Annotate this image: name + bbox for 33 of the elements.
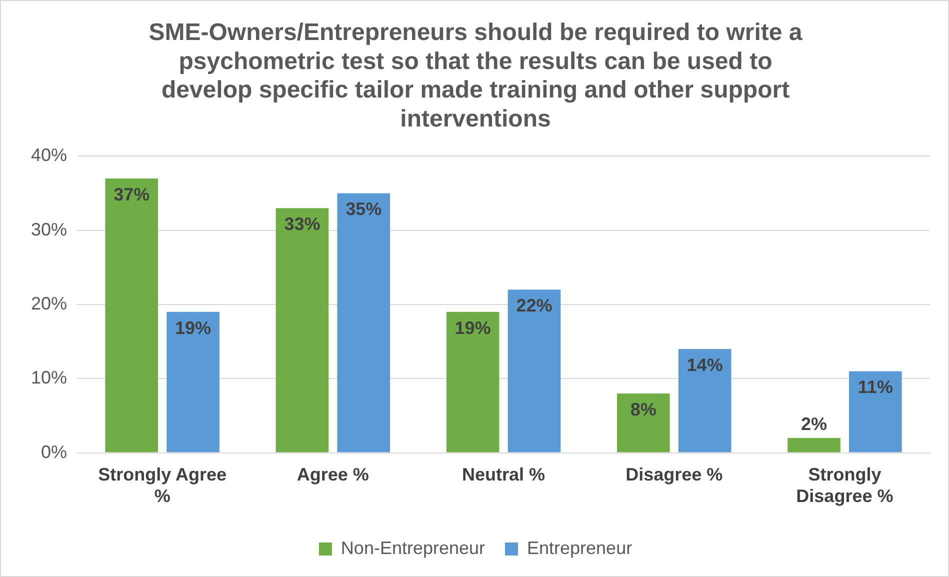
chart-title: SME-Owners/Entrepreneurs should be required to write a psychometric test so that the results can be used to develop specific tailor made training and other support interventions [148,19,803,132]
data-label: 11% [858,377,893,398]
bar [508,290,561,452]
data-label: 8% [630,399,656,420]
data-label: 22% [516,296,552,316]
bar [105,178,158,452]
data-label: 19% [454,318,491,338]
data-label: 2% [800,414,828,434]
y-tick-label: 10% [30,368,68,388]
bar [849,371,902,452]
data-label: 33% [284,214,320,234]
y-tick-label: 30% [30,219,68,240]
y-tick-label: 40% [30,145,68,166]
legend-label: Non-Entrepreneur [340,538,486,558]
bar [276,208,329,452]
data-label: 37% [114,184,150,204]
x-tick-label: Agree % [296,464,369,485]
legend-label: Entrepreneur [527,538,632,558]
bar [166,312,220,452]
bar [616,393,670,452]
x-tick-label: Disagree % [626,464,723,485]
x-tick-label: Strongly Agree % [98,464,227,506]
bar [678,348,732,452]
data-label: 14% [686,354,723,375]
bar [337,193,390,452]
bar [446,312,500,452]
y-tick-label: 0% [41,442,68,462]
data-label: 35% [346,199,382,220]
data-label: 19% [175,318,212,338]
y-tick-label: 20% [30,293,68,314]
x-tick-label: Strongly Disagree % [796,464,894,506]
bar [788,438,840,452]
x-tick-label: Neutral % [462,464,546,485]
